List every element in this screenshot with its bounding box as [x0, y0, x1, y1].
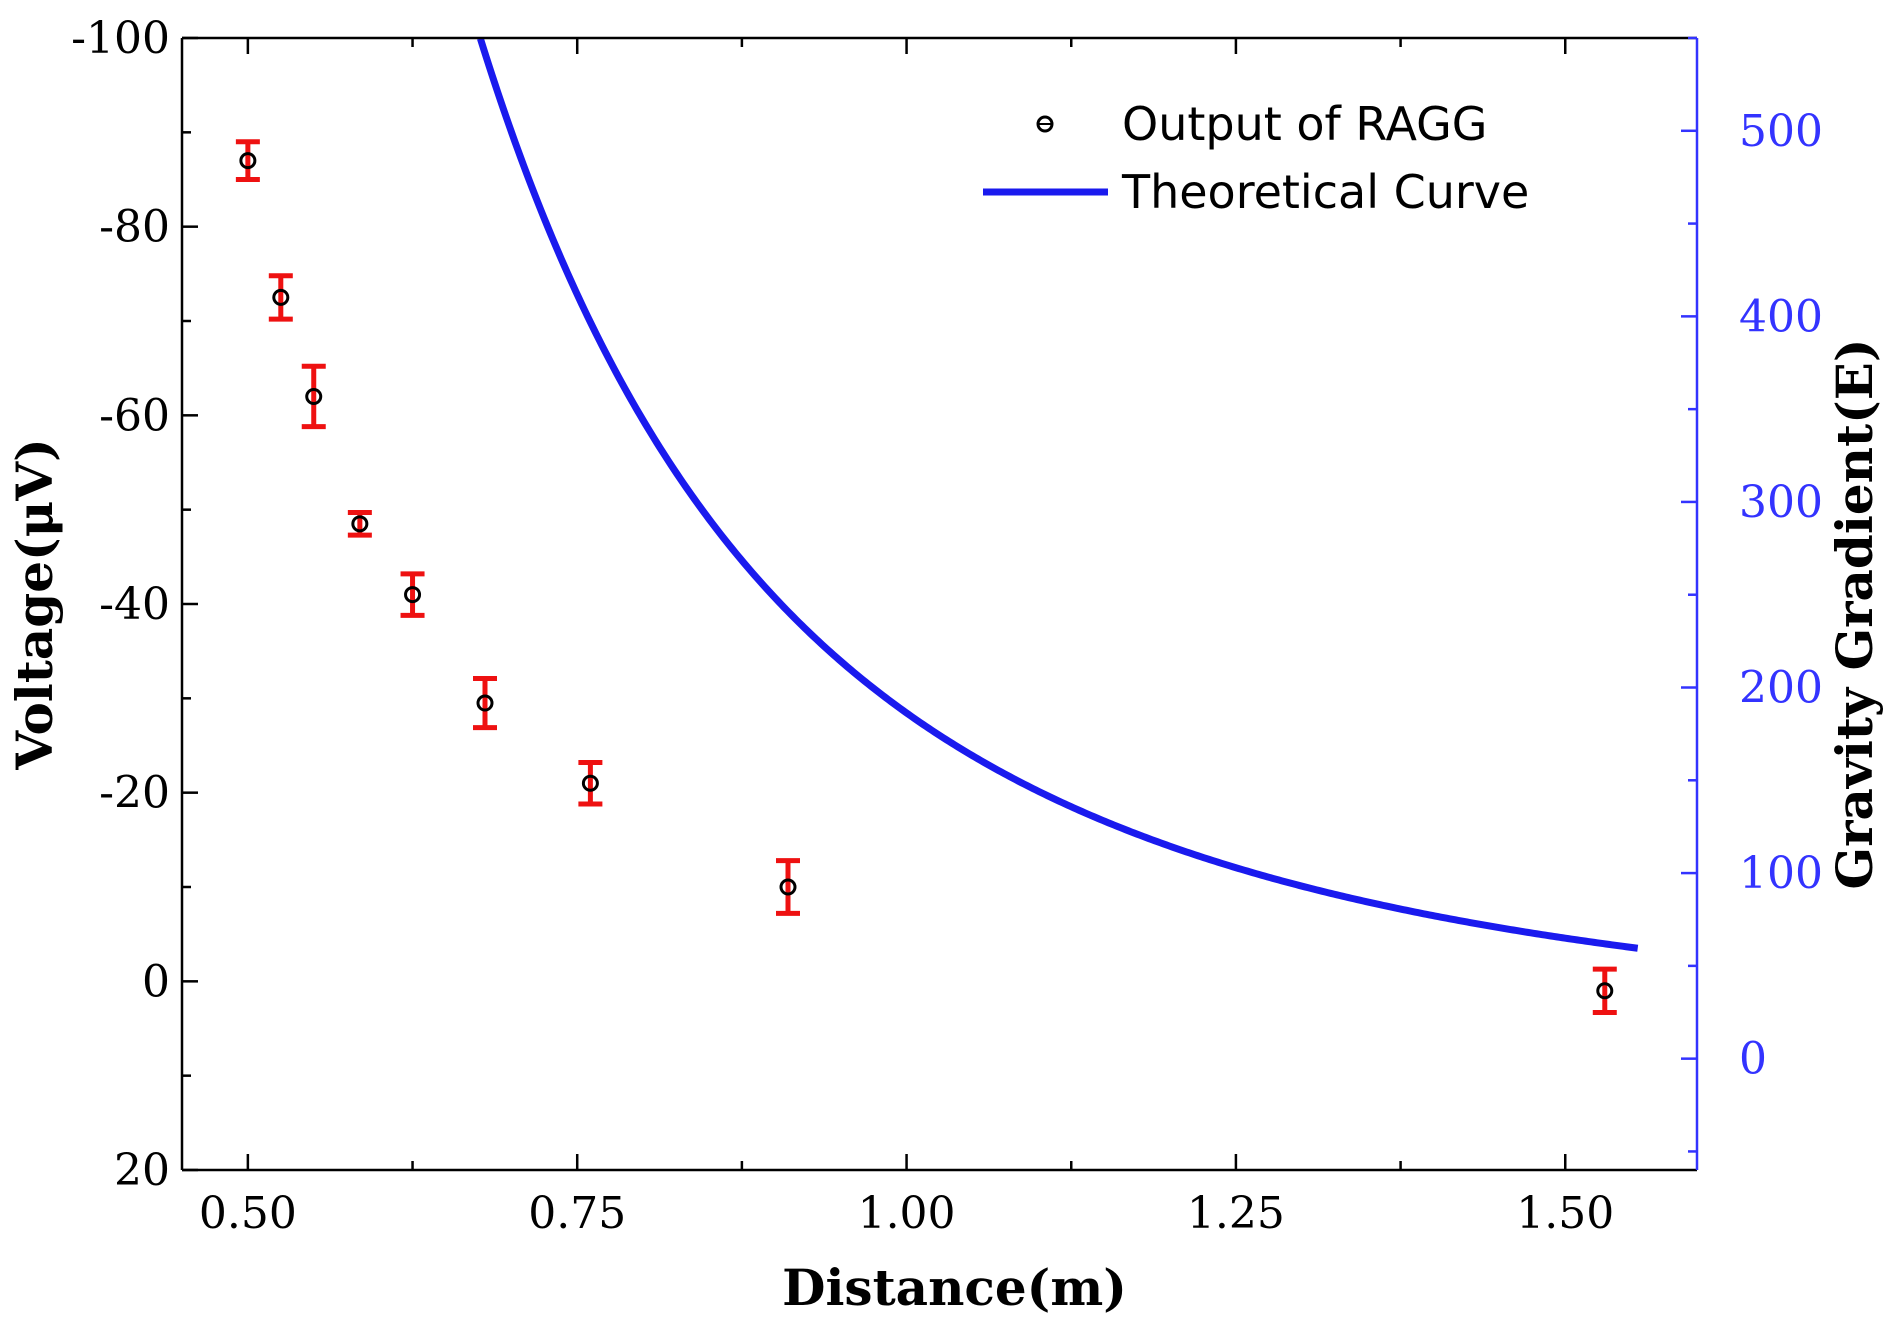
y-axis-title: Voltage(μV) — [5, 438, 64, 771]
y-tick-label: 0 — [142, 956, 170, 1007]
data-point-marker — [1596, 982, 1614, 1000]
legend-item-theoretical-curve: Theoretical Curve — [983, 165, 1529, 219]
data-points-layer — [235, 139, 1617, 1015]
y2-tick-label: 500 — [1739, 106, 1823, 157]
data-point — [776, 858, 800, 916]
y-tick-label: -60 — [99, 390, 170, 441]
data-point — [235, 139, 260, 182]
legend-item-output-of-ragg: Output of RAGG — [1036, 97, 1487, 151]
y-tick-label: -100 — [71, 13, 170, 64]
y2-tick-label: 200 — [1739, 663, 1823, 714]
x-tick-label: 0.75 — [528, 1188, 626, 1239]
y-tick-label: -20 — [99, 768, 170, 819]
data-point-marker — [779, 878, 797, 896]
axis-labels: 0.50 0.75 1.00 1.25 1.50-100-80-60-40-200200… — [5, 13, 1884, 1317]
y-tick-label: 20 — [114, 1145, 170, 1196]
data-point — [473, 676, 497, 731]
legend-label-output-of-ragg: Output of RAGG — [1122, 97, 1487, 151]
legend-label-theoretical-curve: Theoretical Curve — [1121, 165, 1529, 219]
data-point-marker — [476, 694, 494, 712]
x-tick-label: 1.25 — [1187, 1188, 1285, 1239]
x-tick-label: 1.00 — [858, 1188, 956, 1239]
data-point-marker — [351, 515, 369, 533]
data-point — [268, 273, 293, 322]
y2-tick-label: 400 — [1739, 291, 1823, 342]
data-point — [578, 759, 603, 807]
data-point — [1592, 966, 1617, 1015]
data-point-marker — [272, 288, 290, 306]
x-tick-label: 1.50 — [1516, 1188, 1614, 1239]
y-tick-label: -40 — [99, 579, 170, 630]
y-tick-label: -80 — [99, 202, 170, 253]
axes — [180, 36, 1699, 1172]
data-point — [347, 509, 372, 538]
x-tick-label: 0.50 — [199, 1188, 297, 1239]
data-point-marker — [581, 774, 599, 792]
y2-tick-label: 100 — [1739, 848, 1823, 899]
data-point — [301, 363, 326, 430]
data-point-marker — [239, 152, 257, 170]
y2-tick-label: 0 — [1739, 1034, 1767, 1085]
data-point-marker — [404, 586, 422, 604]
data-point — [400, 571, 425, 618]
y2-tick-label: 300 — [1739, 477, 1823, 528]
legend: Output of RAGG Theoretical Curve — [983, 97, 1529, 219]
theoretical-curve-layer — [477, 37, 1639, 952]
y2-axis-title: Gravity Gradient(E) — [1825, 338, 1884, 889]
theoretical-curve-line — [477, 37, 1639, 952]
data-point-marker — [305, 387, 323, 405]
x-axis-title: Distance(m) — [782, 1258, 1127, 1317]
